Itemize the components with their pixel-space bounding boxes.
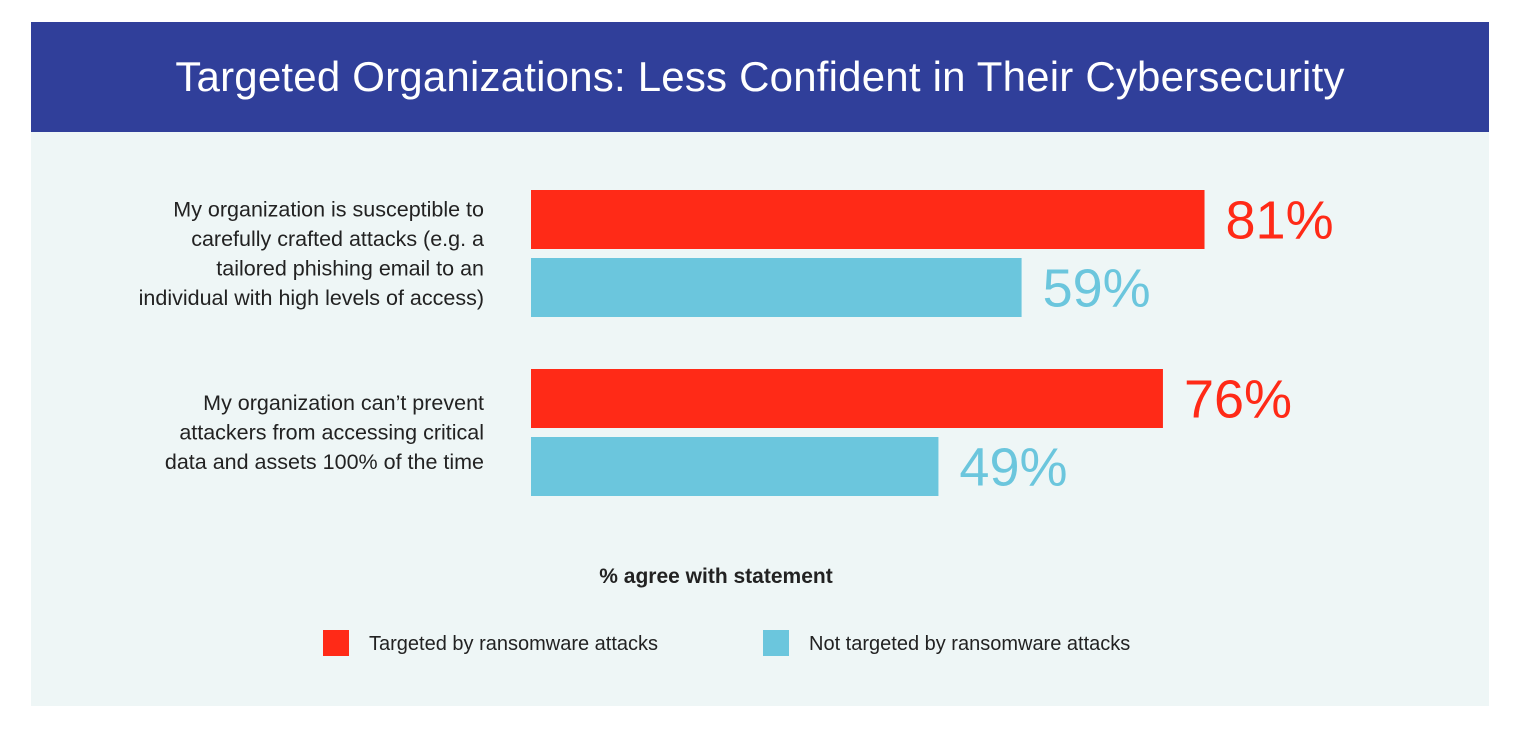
bar-targeted-1: [531, 190, 1205, 249]
bars-group: [531, 190, 1205, 496]
value-label: 76%: [1184, 370, 1292, 430]
legend-label: Not targeted by ransomware attacks: [809, 633, 1130, 655]
chart-header: Targeted Organizations: Less Confident i…: [31, 22, 1489, 132]
category-label: My organization can’t prevent attackers f…: [165, 391, 484, 474]
bar-not-targeted-2: [531, 437, 939, 496]
value-label: 59%: [1043, 259, 1151, 319]
chart-card: Targeted Organizations: Less Confident i…: [31, 22, 1489, 706]
category-label: My organization is susceptible to careful…: [139, 197, 484, 310]
chart-title: Targeted Organizations: Less Confident i…: [175, 53, 1345, 100]
category-labels: My organization is susceptible to careful…: [139, 197, 484, 474]
legend-label: Targeted by ransomware attacks: [369, 633, 658, 655]
legend-swatch: [323, 630, 349, 656]
value-label: 49%: [959, 438, 1067, 498]
legend-swatch: [763, 630, 789, 656]
x-axis-label: % agree with statement: [599, 565, 832, 588]
bar-not-targeted-1: [531, 258, 1022, 317]
bar-targeted-2: [531, 369, 1163, 428]
value-label: 81%: [1226, 191, 1334, 251]
value-labels: 81% 59% 76% 49%: [959, 191, 1333, 498]
legend: Targeted by ransomware attacks Not target…: [323, 630, 1130, 656]
